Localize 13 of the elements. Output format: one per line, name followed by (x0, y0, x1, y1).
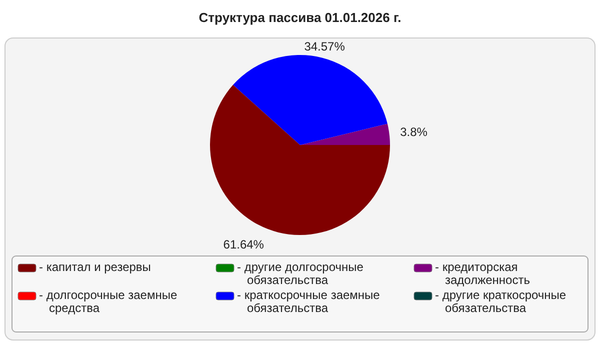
legend-label: - капитал и резервы (39, 260, 151, 274)
legend-label: - кредиторская задолженность (435, 260, 530, 288)
pie-slice (300, 124, 390, 145)
data-label: 61.64% (223, 237, 264, 252)
data-label: 34.57% (304, 39, 346, 54)
legend-label: - другие долгосрочные обязательства (237, 260, 364, 288)
data-label: 3.8% (400, 125, 428, 140)
pie-slice (232, 55, 388, 145)
pie-slice (210, 84, 390, 235)
legend-label: - краткосрочные заемные обязательства (237, 288, 380, 316)
legend-label: - другие краткосрочные обязательства (435, 288, 566, 316)
chart-title: Структура пассива 01.01.2026 г. (198, 10, 402, 25)
legend-label: - долгосрочные заемные средства (39, 288, 178, 316)
